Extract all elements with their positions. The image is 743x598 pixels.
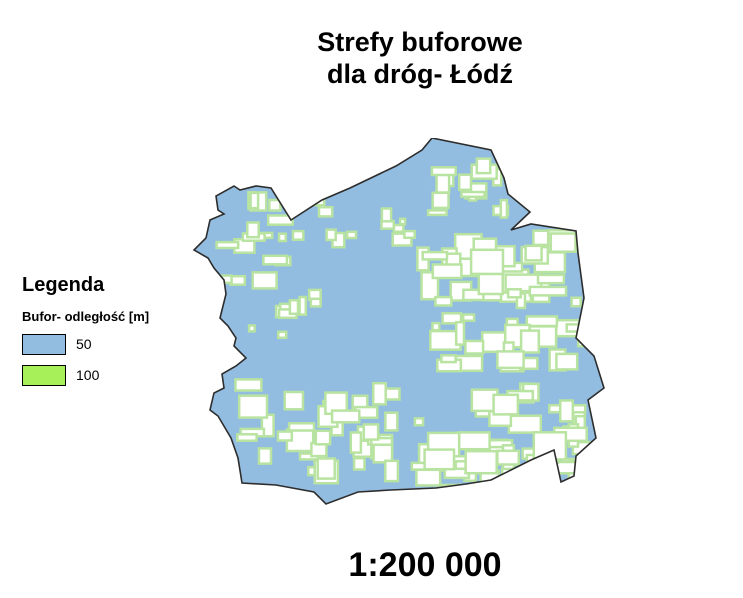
unbuffered-block bbox=[456, 431, 491, 451]
unbuffered-block bbox=[549, 232, 577, 253]
unbuffered-block bbox=[440, 354, 457, 364]
unbuffered-block bbox=[519, 329, 541, 354]
unbuffered-block bbox=[532, 431, 568, 461]
unbuffered-block bbox=[464, 449, 498, 475]
unbuffered-block bbox=[391, 232, 413, 247]
unbuffered-block bbox=[496, 449, 521, 466]
unbuffered-block bbox=[249, 191, 260, 210]
legend-label-50: 50 bbox=[76, 336, 92, 352]
unbuffered-block bbox=[435, 173, 451, 194]
legend-label-100: 100 bbox=[76, 367, 100, 383]
unbuffered-block bbox=[234, 378, 263, 392]
city-boundary bbox=[192, 138, 605, 505]
unbuffered-block bbox=[421, 250, 449, 261]
map-title: Strefy buforowe dla dróg- Łódź bbox=[260, 26, 580, 90]
legend-swatch-50 bbox=[22, 333, 66, 355]
unbuffered-block bbox=[246, 221, 260, 239]
buffer-zone-map bbox=[192, 138, 605, 505]
unbuffered-block bbox=[283, 390, 305, 411]
unbuffered-block bbox=[457, 173, 473, 192]
unbuffered-block bbox=[528, 285, 568, 297]
unbuffered-block bbox=[262, 254, 289, 266]
unbuffered-block bbox=[499, 198, 509, 219]
unbuffered-block bbox=[257, 447, 273, 465]
unbuffered-block bbox=[507, 414, 543, 434]
unbuffered-block bbox=[403, 229, 416, 240]
map-scale: 1:200 000 bbox=[348, 546, 502, 584]
unbuffered-block bbox=[431, 263, 463, 280]
unbuffered-block bbox=[291, 229, 305, 241]
unbuffered-block bbox=[413, 417, 425, 427]
unbuffered-block bbox=[475, 157, 492, 175]
unbuffered-block bbox=[251, 271, 278, 290]
legend-title: Legenda bbox=[22, 274, 105, 296]
unbuffered-block bbox=[287, 422, 316, 432]
legend: Legenda Bufor- odległość [m] 50 100 bbox=[22, 274, 222, 395]
legend-swatch-100 bbox=[22, 364, 66, 386]
unbuffered-block bbox=[555, 352, 579, 371]
unbuffered-block bbox=[570, 296, 582, 308]
unbuffered-block bbox=[398, 217, 407, 226]
map-title-line-2: dla dróg- Łódź bbox=[327, 59, 513, 89]
unbuffered-block bbox=[542, 462, 554, 489]
unbuffered-block bbox=[314, 429, 332, 446]
unbuffered-block bbox=[288, 298, 300, 316]
unbuffered-block bbox=[276, 430, 294, 442]
unbuffered-block bbox=[431, 191, 450, 210]
unbuffered-block bbox=[464, 339, 485, 355]
unbuffered-block bbox=[441, 312, 463, 325]
unbuffered-block bbox=[362, 423, 380, 441]
unbuffered-block bbox=[480, 331, 507, 354]
unbuffered-block bbox=[237, 394, 269, 419]
unbuffered-block bbox=[434, 295, 453, 307]
unbuffered-block bbox=[506, 288, 522, 299]
unbuffered-block bbox=[266, 214, 294, 226]
unbuffered-block bbox=[477, 272, 504, 296]
unbuffered-block bbox=[392, 223, 405, 233]
unbuffered-block bbox=[384, 411, 399, 432]
unbuffered-block bbox=[496, 350, 525, 370]
unbuffered-block bbox=[316, 457, 336, 480]
unbuffered-block bbox=[512, 467, 549, 483]
unbuffered-block bbox=[454, 320, 466, 346]
unbuffered-block bbox=[215, 240, 240, 250]
unbuffered-block bbox=[461, 313, 476, 322]
unbuffered-block bbox=[277, 232, 288, 243]
unbuffered-block bbox=[372, 443, 394, 464]
unbuffered-block bbox=[345, 230, 358, 240]
unbuffered-block bbox=[430, 166, 457, 177]
unbuffered-block bbox=[460, 190, 486, 199]
unbuffered-block bbox=[423, 448, 456, 471]
legend-subtitle: Bufor- odległość [m] bbox=[22, 309, 150, 324]
unbuffered-block bbox=[349, 431, 363, 454]
map-title-line-1: Strefy buforowe bbox=[317, 27, 523, 57]
unbuffered-block bbox=[525, 315, 559, 328]
unbuffered-block bbox=[469, 248, 505, 276]
unbuffered-block bbox=[371, 381, 387, 406]
unbuffered-block bbox=[536, 273, 566, 285]
unbuffered-block bbox=[309, 297, 322, 308]
unbuffered-block bbox=[298, 295, 308, 316]
unbuffered-block bbox=[236, 433, 258, 442]
unbuffered-block bbox=[415, 468, 442, 487]
buffer-layer bbox=[194, 138, 604, 504]
unbuffered-block bbox=[325, 228, 337, 242]
unbuffered-block bbox=[426, 209, 448, 217]
unbuffered-block bbox=[384, 459, 400, 483]
legend-item-50: 50 bbox=[22, 333, 222, 355]
unbuffered-block bbox=[431, 321, 441, 332]
unbuffered-block bbox=[284, 185, 313, 197]
unbuffered-block bbox=[380, 207, 393, 223]
unbuffered-block bbox=[492, 393, 520, 416]
unbuffered-block bbox=[247, 324, 256, 333]
unbuffered-block bbox=[268, 198, 282, 212]
legend-item-100: 100 bbox=[22, 364, 222, 386]
unbuffered-block bbox=[524, 244, 543, 262]
unbuffered-block bbox=[276, 330, 288, 340]
unbuffered-block bbox=[558, 399, 575, 423]
unbuffered-block bbox=[352, 456, 366, 471]
unbuffered-block bbox=[317, 205, 334, 218]
unbuffered-block bbox=[330, 409, 361, 424]
